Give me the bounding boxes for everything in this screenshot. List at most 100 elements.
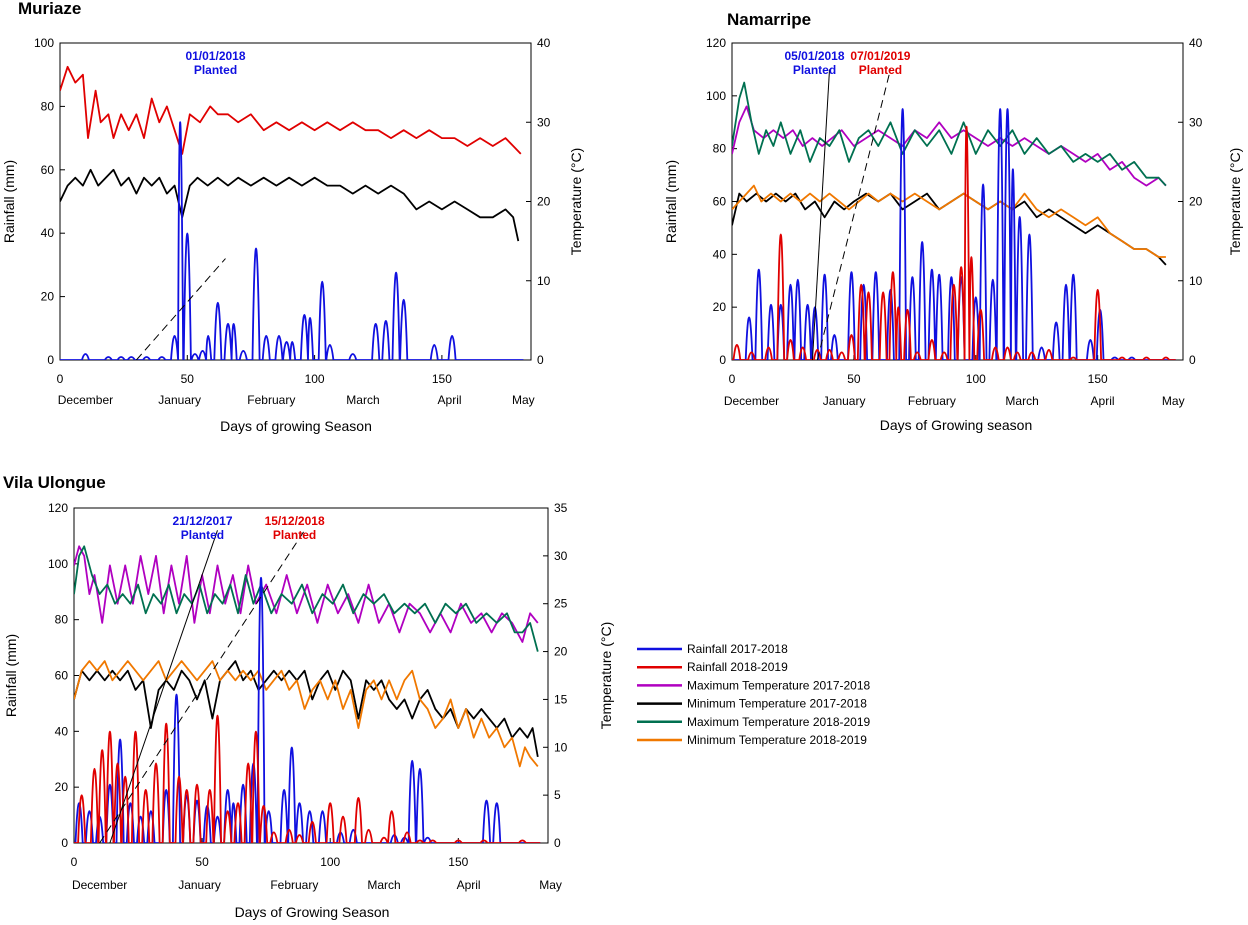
y-left-axis-label: Rainfall (mm) [663,160,679,243]
month-label: December [72,878,127,892]
y-right-tick-label: 40 [537,36,551,50]
x-axis-label: Days of Growing Season [235,904,390,920]
plot-area [74,545,541,843]
month-label: April [457,878,481,892]
month-label: January [178,878,221,892]
x-tick-label: 0 [729,372,736,386]
month-label: March [1005,394,1038,408]
y-right-tick-label: 10 [537,274,551,288]
legend-label: Maximum Temperature 2018-2019 [687,715,871,729]
y-right-tick-label: 0 [1189,353,1196,367]
chart-title: Namarripe [727,10,811,29]
series-line-maximum-temperature-2017-2018 [60,65,522,155]
month-label: December [724,394,779,408]
y-right-tick-label: 35 [554,501,568,515]
y-left-tick-label: 0 [61,836,68,850]
month-label: May [512,393,535,407]
chart-title: Muriaze [18,0,81,18]
plot-frame [59,42,532,361]
y-left-tick-label: 80 [55,613,69,627]
month-label: March [367,878,400,892]
y-left-tick-label: 100 [706,89,726,103]
y-right-tick-label: 0 [554,836,561,850]
x-tick-label: 100 [320,855,340,869]
series-line-maximum-temperature-2017-2018 [732,105,1167,187]
y-left-axis-label: Rainfall (mm) [3,634,19,717]
series-line-minimum-temperature-2018-2019 [74,660,539,768]
chart-panel-3: Vila Ulongue 0 20 40 60 80 100 120 0 5 10 15 20 25 30 3… [3,473,614,920]
y-left-tick-label: 20 [713,300,727,314]
legend-label: Rainfall 2018-2019 [687,660,788,674]
y-right-tick-label: 10 [554,740,568,754]
y-left-tick-label: 120 [706,36,726,50]
y-right-axis-label: Temperature (°C) [598,622,614,730]
planting-date-label: 15/12/2018 [265,514,325,528]
month-label: December [58,393,113,407]
legend-label: Minimum Temperature 2018-2019 [687,733,867,747]
planting-date-label: 01/01/2018 [185,49,245,63]
y-right-axis-label: Temperature (°C) [1227,148,1243,256]
x-tick-label: 0 [71,855,78,869]
y-left-tick-label: 20 [41,290,55,304]
month-label: March [346,393,379,407]
planting-date-label: 05/01/2018 [784,49,844,63]
y-right-tick-label: 30 [554,549,568,563]
y-right-tick-label: 0 [537,353,544,367]
planting-pointer-line [136,258,226,361]
x-tick-label: 150 [1088,372,1108,386]
y-left-tick-label: 0 [47,353,54,367]
series-line-rainfall-2018-2019 [732,126,1176,360]
y-right-tick-label: 5 [554,788,561,802]
y-left-tick-label: 60 [41,163,55,177]
y-right-tick-label: 25 [554,597,568,611]
month-label: January [158,393,201,407]
y-left-tick-label: 40 [713,247,727,261]
month-label: February [270,878,318,892]
y-right-tick-label: 40 [1189,36,1203,50]
chart-title: Vila Ulongue [3,473,106,492]
month-label: January [823,394,866,408]
planting-note-label: Planted [181,528,224,542]
x-tick-label: 50 [847,372,861,386]
y-left-axis-label: Rainfall (mm) [1,160,17,243]
y-left-tick-label: 100 [48,557,68,571]
planting-pointer-line [109,530,218,844]
month-label: May [539,878,562,892]
planting-note-label: Planted [859,63,902,77]
month-label: April [438,393,462,407]
y-right-tick-label: 20 [537,195,551,209]
plot-area [732,81,1176,360]
y-right-tick-label: 15 [554,692,568,706]
series-line-rainfall-2017-2018 [732,108,1176,360]
series-line-rainfall-2017-2018 [60,121,524,360]
plot-area [60,65,524,360]
x-tick-label: 150 [432,372,452,386]
planting-pointer-line [816,69,891,361]
month-label: February [247,393,295,407]
series-line-minimum-temperature-2017-2018 [60,168,520,242]
series-line-maximum-temperature-2017-2018 [74,545,539,643]
legend: Rainfall 2017-2018 Rainfall 2018-2019 Maxi… [637,642,871,747]
legend-label: Minimum Temperature 2017-2018 [687,697,867,711]
y-left-tick-label: 100 [34,36,54,50]
y-right-tick-label: 20 [554,645,568,659]
x-axis-label: Days of Growing season [880,417,1033,433]
series-line-minimum-temperature-2017-2018 [732,192,1167,266]
x-tick-label: 100 [305,372,325,386]
month-label: April [1091,394,1115,408]
y-right-tick-label: 10 [1189,274,1203,288]
planting-pointer-line [811,69,831,361]
y-right-tick-label: 30 [537,115,551,129]
series-line-minimum-temperature-2018-2019 [732,184,1166,258]
planting-note-label: Planted [793,63,836,77]
x-tick-label: 0 [57,372,64,386]
planting-date-label: 21/12/2017 [172,514,232,528]
month-label: February [908,394,956,408]
planting-pointer-line [99,530,306,844]
chart-panel-2: Namarripe 0 20 40 60 80 100 120 0 10 20 30 40 0 50 100 1… [663,10,1243,433]
x-tick-label: 50 [181,372,195,386]
y-right-tick-label: 30 [1189,115,1203,129]
x-axis-label: Days of growing Season [220,418,372,434]
series-line-maximum-temperature-2018-2019 [74,545,539,652]
chart-panel-1: Muriaze 0 20 40 60 80 100 0 10 20 30 40 0 50 100 150 Dec… [1,0,584,434]
